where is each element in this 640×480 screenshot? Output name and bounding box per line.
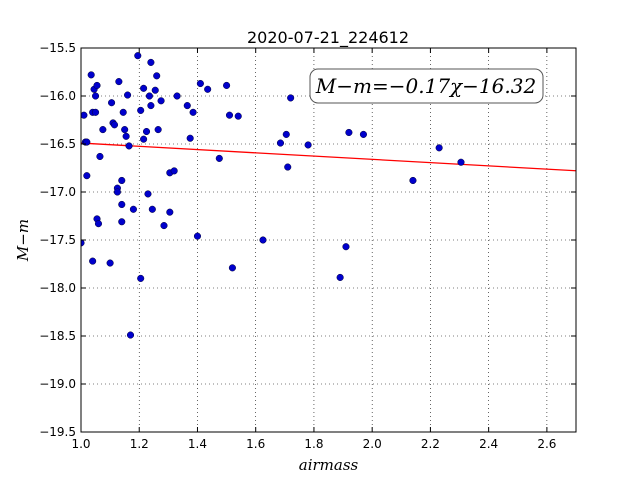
y-tick-label: −19.0 — [39, 377, 76, 391]
data-point — [225, 111, 234, 119]
x-tick-label: 2.6 — [537, 437, 556, 451]
x-tick-label: 2.4 — [479, 437, 498, 451]
plot-area: 1.0 1.2 1.4 1.6 1.8 2.0 2.2 2.4 2.6 −15.5 −16.0 −16… — [14, 41, 577, 474]
data-point — [144, 190, 152, 198]
data-point — [148, 205, 156, 213]
data-point — [186, 134, 194, 142]
data-point — [125, 142, 133, 150]
x-tick-label: 1.8 — [304, 437, 323, 451]
data-point — [151, 86, 159, 94]
data-point — [118, 218, 126, 226]
y-tick-label: −16.5 — [39, 137, 76, 151]
y-tick-label: −17.0 — [39, 185, 76, 199]
data-point — [183, 102, 191, 110]
data-point — [110, 121, 119, 129]
data-point — [119, 108, 127, 116]
data-point — [359, 130, 367, 138]
data-point — [284, 163, 292, 171]
y-tick-label: −16.0 — [39, 89, 76, 103]
data-point — [106, 259, 114, 267]
data-point — [113, 188, 121, 196]
data-point — [276, 139, 285, 147]
data-point — [121, 126, 129, 134]
data-point — [157, 97, 165, 105]
data-point — [126, 331, 135, 339]
fit-line — [81, 142, 576, 172]
data-point — [87, 71, 95, 79]
data-point — [99, 126, 107, 134]
chart-title: 2020-07-21_224612 — [247, 28, 409, 48]
data-point — [457, 158, 465, 166]
data-point — [154, 126, 162, 134]
data-point — [259, 236, 267, 244]
x-tick-label: 1.2 — [130, 437, 149, 451]
data-point — [304, 141, 312, 149]
data-point — [93, 81, 101, 89]
x-tick-label: 1.6 — [246, 437, 265, 451]
y-tick-label: −18.5 — [39, 329, 76, 343]
data-point — [345, 128, 353, 137]
data-point — [196, 79, 204, 88]
data-point — [342, 243, 350, 251]
data-point — [81, 111, 88, 119]
data-point — [118, 176, 126, 185]
data-point — [122, 132, 130, 140]
data-point — [92, 108, 100, 116]
data-point — [173, 92, 181, 100]
data-point — [166, 208, 174, 216]
data-point — [137, 106, 145, 114]
data-point — [142, 127, 151, 136]
data-point — [118, 200, 126, 209]
data-point — [435, 144, 443, 152]
data-point — [108, 99, 116, 107]
data-point — [193, 232, 202, 240]
data-point — [83, 172, 91, 180]
data-point — [147, 58, 155, 66]
annotation-box — [309, 68, 544, 104]
data-point — [147, 102, 155, 110]
data-point — [94, 220, 103, 228]
data-point — [81, 239, 85, 247]
data-point — [228, 264, 236, 272]
data-point — [92, 92, 100, 100]
data-point — [140, 135, 148, 143]
y-tick-label: −15.5 — [39, 41, 76, 55]
data-point — [129, 205, 137, 213]
data-point — [115, 78, 123, 86]
data-point — [134, 52, 142, 60]
annotation-text: M−m=−0.17χ−16.32 — [315, 74, 536, 98]
x-tick-label: 1.0 — [71, 437, 90, 451]
data-point — [287, 94, 295, 102]
x-tick-label: 2.0 — [363, 437, 382, 451]
data-point — [409, 176, 417, 185]
data-point — [96, 152, 104, 161]
data-point — [89, 257, 97, 265]
y-tick-label: −17.5 — [39, 233, 76, 247]
data-point — [140, 84, 148, 92]
x-tick-label: 2.2 — [421, 437, 440, 451]
data-point — [170, 167, 178, 175]
y-tick-label: −19.5 — [39, 425, 76, 439]
data-point — [153, 72, 161, 80]
y-axis-label: M−m — [14, 219, 32, 262]
data-point — [215, 154, 223, 162]
data-point — [204, 85, 212, 93]
data-point — [124, 91, 132, 99]
y-tick-label: −18.0 — [39, 281, 76, 295]
data-point — [189, 108, 197, 116]
data-point — [137, 274, 145, 282]
data-point — [336, 273, 344, 281]
data-point — [160, 222, 168, 230]
data-point — [282, 130, 290, 138]
data-point — [145, 92, 153, 100]
x-axis-label: airmass — [299, 456, 359, 474]
data-point — [234, 112, 242, 120]
x-tick-label: 1.4 — [188, 437, 207, 451]
data-point — [223, 81, 231, 89]
